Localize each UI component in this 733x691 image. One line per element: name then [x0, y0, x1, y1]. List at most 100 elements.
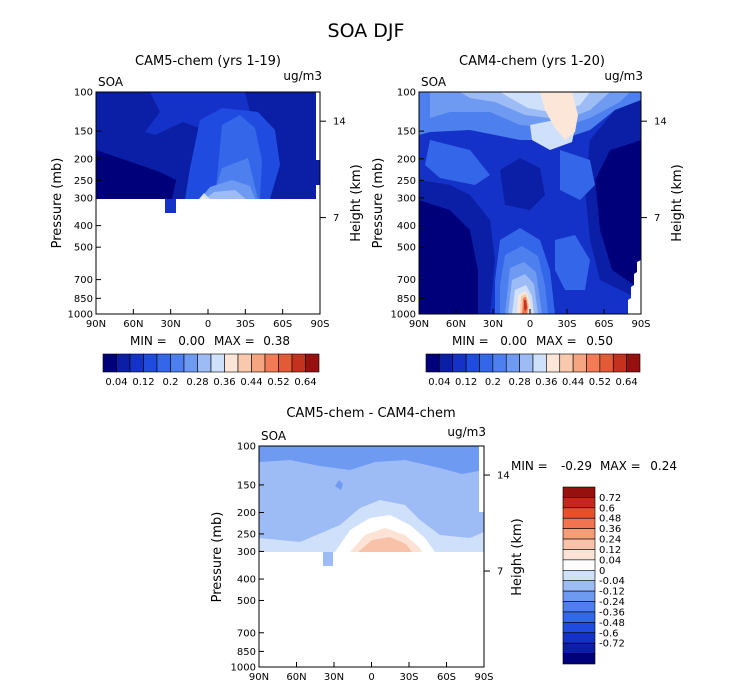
panel-diff: CAM5-chem - CAM4-chem SOA ug/m3 100 150 20…: [210, 406, 677, 683]
y-tick-label: 250: [74, 176, 93, 187]
colorbar-swatch: [492, 353, 507, 373]
colorbar-label: 0.04: [599, 555, 621, 566]
x-tick-label: 0: [527, 319, 533, 330]
y-tick-label: 100: [397, 88, 416, 99]
colorbar-swatch: [562, 538, 596, 550]
x-tick-label: 30S: [557, 319, 576, 330]
colorbar-swatch: [562, 559, 596, 571]
contour-fill: [560, 150, 595, 200]
colorbar-label: 0.28: [508, 377, 530, 388]
panel-cam4-var-label: SOA: [421, 75, 447, 89]
panel-cam4-title: CAM4-chem (yrs 1-20): [459, 54, 605, 69]
panel-cam4-y2label: Height (km): [670, 164, 685, 241]
panel-diff-colorbar: 0.720.60.480.360.240.120.040-0.04-0.12-0…: [562, 486, 625, 665]
y-tick-label: 700: [74, 275, 93, 286]
colorbar-swatch: [237, 353, 252, 373]
colorbar-label: 0.12: [599, 545, 621, 556]
colorbar-label: -0.72: [599, 639, 625, 650]
contour-fill: [205, 190, 246, 199]
figure-title: SOA DJF: [328, 20, 405, 42]
colorbar-label: 0.52: [589, 377, 611, 388]
x-tick-label: 90S: [310, 319, 329, 330]
panel-cam5-max-value: 0.38: [263, 334, 290, 348]
colorbar-swatch: [626, 353, 641, 373]
contour-fill: [323, 552, 333, 566]
contour-fill: [540, 92, 578, 140]
x-tick-label: 30N: [324, 672, 344, 683]
x-tick-label: 30N: [161, 319, 181, 330]
colorbar-swatch: [183, 353, 198, 373]
colorbar-swatch: [562, 507, 596, 519]
colorbar-swatch: [116, 353, 131, 373]
missing-data: [628, 260, 641, 314]
y-tick-label: 300: [397, 193, 416, 204]
colorbar-swatch: [452, 353, 467, 373]
colorbar-label: 0.52: [267, 377, 289, 388]
colorbar-swatch: [210, 353, 225, 373]
colorbar-label: 0.72: [599, 493, 621, 504]
colorbar-label: 0.44: [562, 377, 584, 388]
colorbar-label: -0.36: [599, 607, 625, 618]
panel-cam4: CAM4-chem (yrs 1-20) SOA ug/m3: [371, 54, 685, 388]
colorbar-swatch: [562, 601, 596, 613]
y-tick-label: 700: [237, 628, 256, 639]
panel-diff-ylabel: Pressure (mb): [210, 512, 225, 603]
y2-tick-label: 14: [497, 471, 510, 482]
y2-tick-label: 7: [654, 213, 660, 224]
colorbar-swatch: [170, 353, 185, 373]
y2-tick-label: 7: [333, 213, 339, 224]
y-tick-label: 250: [397, 176, 416, 187]
contour-fill: [358, 537, 412, 552]
missing-data: [316, 92, 320, 160]
y-tick-label: 700: [397, 275, 416, 286]
panel-cam5-units: ug/m3: [283, 69, 322, 83]
colorbar-swatch: [251, 353, 266, 373]
panel-cam5-min-value: 0.00: [178, 334, 205, 348]
contour-fill: [335, 480, 343, 490]
colorbar-swatch: [102, 353, 117, 373]
colorbar-swatch: [599, 353, 614, 373]
colorbar-label: -0.24: [599, 597, 625, 608]
contour-fill: [425, 140, 490, 185]
colorbar-swatch: [559, 353, 574, 373]
y2-tick-label: 7: [497, 567, 503, 578]
colorbar-label: -0.6: [599, 628, 619, 639]
contour-fill: [500, 158, 545, 210]
colorbar-swatch: [562, 653, 596, 665]
y-tick-label: 150: [74, 127, 93, 138]
panel-cam4-colorbar: 0.04 0.12 0.2 0.28 0.36 0.44 0.52 0.64: [425, 353, 641, 388]
y-tick-label: 850: [397, 294, 416, 305]
colorbar-swatch: [465, 353, 480, 373]
x-tick-label: 90S: [474, 672, 493, 683]
panel-diff-axes: 100 150 200 250 300 400 500 700 850 1000 14 7 90N 60N…: [231, 442, 510, 684]
colorbar-label: 0.04: [105, 377, 127, 388]
x-tick-label: 60S: [594, 319, 613, 330]
y-tick-label: 500: [74, 243, 93, 254]
colorbar-swatch: [562, 569, 596, 582]
colorbar-swatch: [224, 353, 239, 373]
panel-diff-y2label: Height (km): [510, 518, 525, 595]
y-tick-label: 850: [74, 294, 93, 305]
colorbar-label: 0.36: [535, 377, 557, 388]
panel-diff-units: ug/m3: [447, 425, 486, 439]
colorbar-swatch: [505, 353, 520, 373]
contour-fill: [96, 150, 176, 199]
y-tick-label: 250: [237, 529, 256, 540]
x-tick-label: 60S: [273, 319, 292, 330]
x-tick-label: 60N: [446, 319, 466, 330]
colorbar-swatch: [156, 353, 171, 373]
colorbar-swatch: [572, 353, 587, 373]
panel-diff-title: CAM5-chem - CAM4-chem: [286, 406, 455, 421]
panel-cam5-title: CAM5-chem (yrs 1-19): [135, 54, 281, 69]
colorbar-label: 0.2: [163, 377, 179, 388]
panel-cam5-var-label: SOA: [98, 75, 124, 89]
panel-cam5-axes: 100 150 200 250 300 400 500 700 850 1000 14 7 90N 60N…: [68, 88, 346, 331]
colorbar-swatch: [143, 353, 158, 373]
colorbar-swatch: [291, 353, 306, 373]
panel-diff-var-label: SOA: [261, 429, 287, 443]
panel-diff-max-value: 0.24: [650, 459, 677, 473]
y-tick-label: 500: [237, 596, 256, 607]
colorbar-label: 0.48: [599, 514, 621, 525]
x-tick-label: 60N: [123, 319, 143, 330]
panel-cam5: CAM5-chem (yrs 1-19) SOA ug/m3 100 150 200…: [50, 54, 364, 388]
